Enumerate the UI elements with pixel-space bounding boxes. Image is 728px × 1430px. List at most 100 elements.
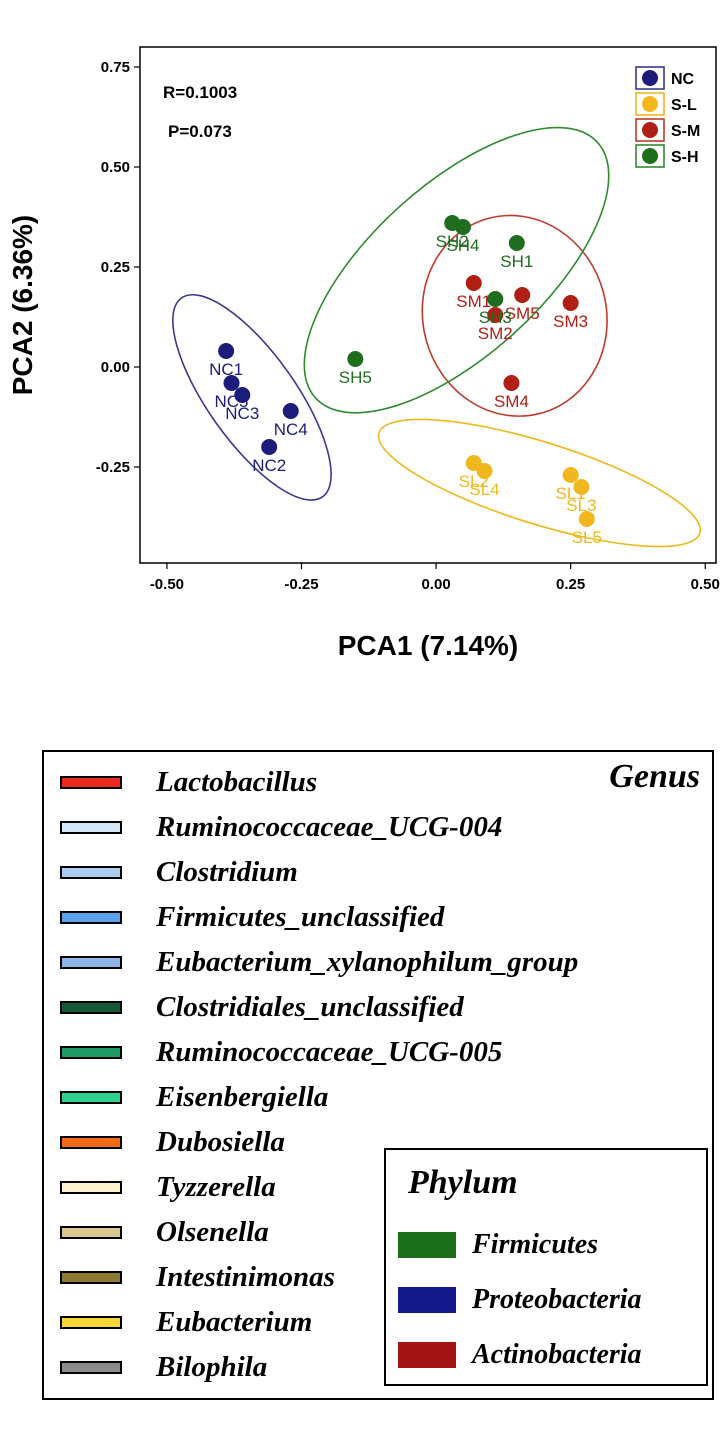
genus-legend-item: Clostridium: [60, 852, 298, 892]
ellipse-s-l: [377, 418, 702, 548]
genus-label: Ruminococcaceae_UCG-005: [156, 1035, 503, 1068]
genus-swatch: [60, 955, 122, 969]
ellipse-s-h: [303, 126, 610, 414]
genus-swatch: [60, 1090, 122, 1104]
genus-swatch: [60, 775, 122, 789]
y-tick-label: 0.25: [101, 259, 130, 276]
y-tick-label: 0.75: [101, 59, 130, 76]
genus-label: Intestinimonas: [156, 1260, 335, 1293]
point-nc2: [261, 439, 278, 455]
genus-legend-item: Clostridiales_unclassified: [60, 987, 464, 1027]
legend-label-s-h: S-H: [671, 149, 699, 166]
genus-legend-item: Ruminococcaceae_UCG-005: [60, 1032, 502, 1072]
genus-swatch: [60, 1270, 122, 1284]
point-label-sh2: SH2: [436, 232, 469, 251]
genus-swatch: [60, 1180, 122, 1194]
legend-marker-s-h: [642, 148, 658, 164]
phylum-legend-title: Phylum: [408, 1164, 518, 1201]
genus-swatch: [60, 1315, 122, 1329]
phylum-swatch: [398, 1287, 456, 1313]
x-tick-label: -0.25: [284, 576, 318, 593]
x-tick-label: 0.50: [691, 576, 720, 593]
genus-legend-item: Tyzzerella: [60, 1167, 276, 1207]
genus-swatch: [60, 1360, 122, 1374]
phylum-legend: Phylum Firmicutes Proteobacteria Actinobac…: [384, 1148, 708, 1386]
point-label-sh5: SH5: [339, 368, 372, 387]
genus-label: Clostridium: [156, 855, 298, 888]
legend-marker-s-m: [642, 122, 658, 138]
point-sl4: [476, 463, 493, 479]
point-label-sm3: SM3: [553, 312, 588, 331]
point-nc3: [234, 387, 251, 403]
point-nc1: [218, 343, 235, 359]
legend-key-nc: [635, 66, 665, 90]
point-sm3: [562, 295, 579, 311]
point-label-sm5: SM5: [505, 304, 540, 323]
point-label-sm4: SM4: [494, 392, 529, 411]
legend-marker-s-l: [642, 96, 658, 112]
genus-label: Firmicutes_unclassified: [156, 900, 445, 933]
point-label-sl3: SL3: [566, 496, 596, 515]
phylum-swatch: [398, 1232, 456, 1258]
genus-label: Dubosiella: [156, 1125, 285, 1158]
genus-label: Tyzzerella: [156, 1170, 276, 1203]
point-label-sh1: SH1: [500, 252, 533, 271]
genus-legend-item: Dubosiella: [60, 1122, 285, 1162]
annotation-p-value: P=0.073: [168, 122, 232, 141]
genus-legend: Genus Lactobacillus Ruminococcaceae_UCG-0…: [42, 750, 714, 1400]
y-tick-label: 0.00: [101, 359, 130, 376]
genus-legend-item: Eubacterium_xylanophilum_group: [60, 942, 578, 982]
genus-legend-item: Bilophila: [60, 1347, 267, 1387]
legend-key-s-h: [635, 144, 665, 168]
x-tick-label: -0.50: [150, 576, 184, 593]
y-axis-title: PCA2 (6.36%): [7, 215, 38, 396]
point-sm1: [465, 275, 482, 291]
point-nc5: [223, 375, 240, 391]
point-sm5: [514, 287, 531, 303]
genus-swatch: [60, 820, 122, 834]
point-label-nc3: NC3: [225, 404, 259, 423]
point-sh1: [508, 235, 525, 251]
phylum-label: Firmicutes: [472, 1229, 599, 1260]
genus-legend-item: Intestinimonas: [60, 1257, 335, 1297]
annotation-r-value: R=0.1003: [163, 83, 237, 102]
genus-swatch: [60, 1045, 122, 1059]
y-tick-label: -0.25: [96, 459, 130, 476]
point-label-nc2: NC2: [252, 456, 286, 475]
plot-frame: [139, 46, 717, 564]
point-label-sl4: SL4: [469, 480, 499, 499]
point-sl3: [573, 479, 590, 495]
point-sh3: [487, 291, 504, 307]
genus-swatch: [60, 1000, 122, 1014]
point-label-sl5: SL5: [572, 528, 602, 547]
point-label-sh4: SH4: [446, 236, 479, 255]
genus-label: Olsenella: [156, 1215, 269, 1248]
point-sh5: [347, 351, 364, 367]
chart-legend: NC S-L S-M S-H: [630, 64, 704, 170]
genus-legend-item: Ruminococcaceae_UCG-004: [60, 807, 502, 847]
genus-swatch: [60, 910, 122, 924]
phylum-label: Proteobacteria: [472, 1284, 642, 1315]
phylum-swatch: [398, 1342, 456, 1368]
point-nc4: [282, 403, 299, 419]
genus-label: Eubacterium: [156, 1305, 313, 1338]
genus-label: Eisenbergiella: [156, 1080, 329, 1113]
ellipse-nc: [172, 293, 332, 501]
genus-swatch: [60, 1225, 122, 1239]
legend-key-s-m: [635, 118, 665, 142]
x-tick-label: 0.25: [556, 576, 585, 593]
point-label-nc1: NC1: [209, 360, 243, 379]
x-axis-title: PCA1 (7.14%): [338, 630, 519, 661]
point-sm4: [503, 375, 520, 391]
y-tick-label: 0.50: [101, 159, 130, 176]
genus-label: Bilophila: [156, 1350, 268, 1383]
legend-label-s-m: S-M: [671, 123, 700, 140]
chart-legend-box: [630, 64, 704, 170]
point-sl1: [562, 467, 579, 483]
legend-label-s-l: S-L: [671, 97, 697, 114]
point-label-sh3: SH3: [479, 308, 512, 327]
genus-label: Eubacterium_xylanophilum_group: [156, 945, 579, 978]
legend-label-nc: NC: [671, 71, 695, 88]
x-tick-label: 0.00: [421, 576, 450, 593]
